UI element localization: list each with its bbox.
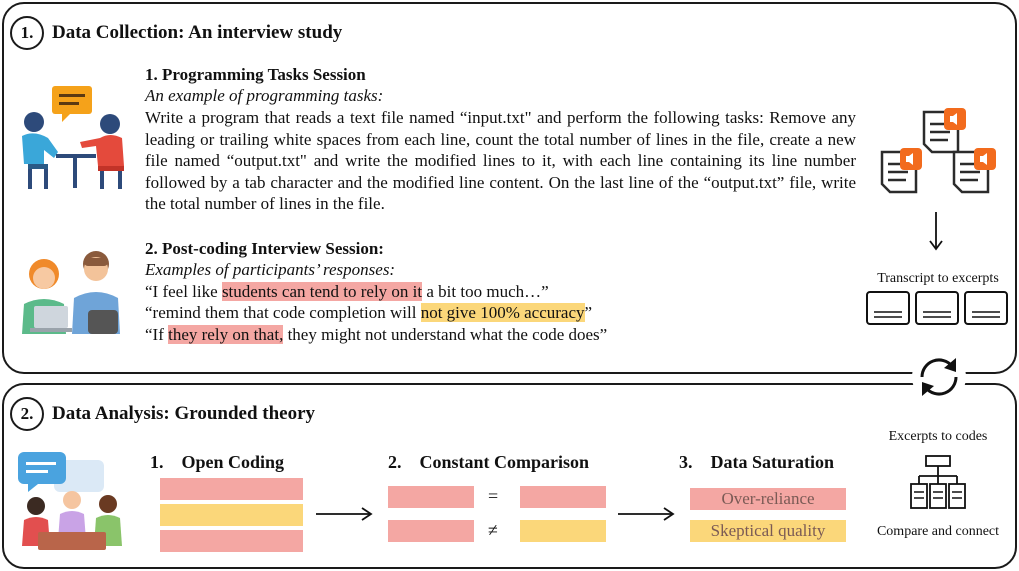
right-arrow-icon (618, 507, 675, 521)
compare-connect-label: Compare and connect (876, 524, 1000, 539)
interview-subheading: Examples of participants’ responses: (145, 260, 396, 279)
audio-document-icon (880, 148, 922, 194)
data-analysis-title: 2. Data Analysis: Grounded theory (10, 397, 315, 431)
notequal-sign: ≠ (488, 520, 498, 540)
quote-2-highlight: not give 100% accuracy (420, 303, 585, 322)
data-analysis-title-text: Data Analysis: Grounded theory (52, 403, 316, 424)
tasks-subheading: An example of programming tasks: (145, 86, 384, 105)
quote-3-highlight: they rely on that, (168, 325, 284, 344)
transcript-label: Transcript to excerpts (877, 271, 999, 286)
tasks-heading: 1. Programming Tasks Session (145, 65, 366, 84)
compare-bar-right-2 (520, 520, 606, 542)
quote-1-post: a bit too much…” (422, 282, 549, 301)
tasks-body: Write a program that reads a text file n… (145, 108, 856, 213)
audio-document-icon (952, 148, 996, 194)
quote-1: “I feel like students can tend to rely o… (145, 281, 549, 303)
step-open-coding: 1. Open Coding (150, 452, 285, 472)
code-skeptical-quality: Skeptical quality (690, 520, 846, 542)
group-discussion-icon (18, 452, 122, 550)
excerpt-box-icon (964, 291, 1008, 325)
quote-2: “remind them that code completion will n… (145, 302, 592, 324)
compare-bar-left-2 (388, 520, 474, 542)
interview-meeting-icon (22, 86, 124, 189)
excerpt-box-icon (866, 291, 910, 325)
code-over-reliance: Over-reliance (690, 488, 846, 510)
quote-1-pre: “I feel like (145, 282, 222, 301)
equal-sign: = (488, 486, 499, 506)
quote-2-pre: “remind them that code completion will (145, 303, 421, 322)
quote-3-post: they might not understand what the code … (283, 325, 608, 344)
excerpts-to-codes-label: Excerpts to codes (888, 429, 988, 444)
right-arrow-icon (316, 507, 373, 521)
open-code-bar-2 (160, 504, 303, 526)
quote-3-pre: “If (145, 325, 169, 344)
down-arrow-icon (929, 212, 943, 251)
quote-3: “If they rely on that, they might not un… (145, 324, 607, 346)
quote-2-post: ” (584, 303, 593, 322)
excerpt-boxes (866, 291, 1008, 325)
compare-bar-right-1 (520, 486, 606, 508)
two-people-icon (22, 251, 120, 334)
cycle-arrows-icon (912, 350, 966, 404)
quote-1-highlight: students can tend to rely on it (221, 282, 423, 301)
audio-transcripts-icon (880, 108, 996, 194)
audio-document-icon (922, 108, 966, 154)
section-number-1: 1. (10, 16, 44, 50)
section-number-2: 2. (10, 397, 44, 431)
hierarchy-icon (910, 455, 966, 509)
step-data-saturation: 3. Data Saturation (679, 452, 835, 472)
open-code-bar-3 (160, 530, 303, 552)
data-collection-title-text: Data Collection: An interview study (52, 22, 343, 43)
compare-bar-left-1 (388, 486, 474, 508)
data-collection-title: 1. Data Collection: An interview study (10, 16, 342, 50)
open-code-bar-1 (160, 478, 303, 500)
step-constant-comparison: 2. Constant Comparison (388, 452, 590, 472)
interview-heading: 2. Post-coding Interview Session: (145, 239, 384, 258)
excerpt-box-icon (915, 291, 959, 325)
